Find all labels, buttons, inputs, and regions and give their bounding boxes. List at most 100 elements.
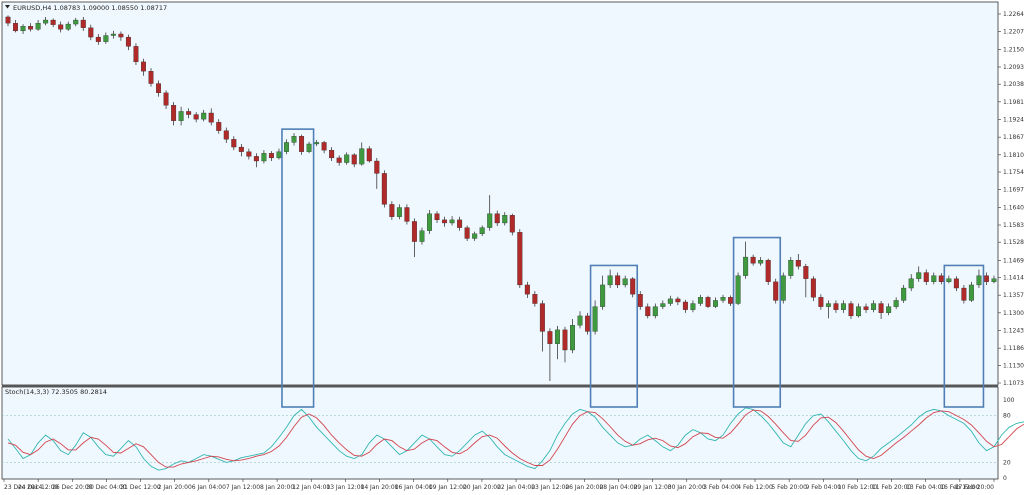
candle-body — [622, 278, 628, 286]
time-tick-label: 5 Feb 20:00 — [771, 484, 807, 491]
candle-body — [314, 142, 320, 145]
candle-body — [780, 275, 786, 301]
candle-body — [577, 315, 583, 326]
candle-body — [713, 300, 718, 307]
time-tick-label: 2 Jan 20:00 — [158, 484, 192, 491]
time-tick-label: 12 Jan 04:00 — [292, 484, 330, 491]
candle-body — [186, 111, 192, 115]
price-tick-label: 1.11860 — [1003, 345, 1024, 352]
candle-body — [396, 207, 402, 217]
candle-body — [95, 36, 101, 42]
stoch-level-label: 100 — [1003, 397, 1015, 404]
time-tick-label: 4 Feb 12:00 — [737, 484, 773, 491]
candle-body — [223, 130, 229, 140]
price-tick-label: 1.16405 — [1003, 204, 1024, 211]
candle-body — [938, 275, 944, 282]
candle-body — [901, 287, 907, 301]
time-tick-label: 26 Jan 20:00 — [565, 484, 603, 491]
candle-body — [419, 230, 425, 242]
time-tick-label: 17 Feb 20:00 — [955, 484, 995, 491]
candle-body — [73, 19, 79, 25]
candle-body — [946, 278, 952, 282]
candle-body — [667, 298, 673, 304]
candle-body — [50, 19, 56, 25]
candle-body — [735, 275, 741, 304]
candle-body — [856, 306, 862, 317]
price-tick-label: 1.12430 — [1003, 327, 1024, 334]
candle-body — [28, 26, 34, 30]
time-tick-label: 30 Dec 04:00 — [86, 484, 127, 491]
time-tick-label: 24 Dec 12:00 — [18, 484, 59, 491]
candle-body — [570, 325, 575, 351]
candle-body — [125, 36, 131, 47]
price-tick-label: 1.15835 — [1003, 222, 1024, 229]
candle-body — [848, 303, 854, 317]
highlight-box — [281, 128, 315, 408]
candle-body — [208, 112, 214, 123]
candle-body — [103, 35, 109, 42]
candle-body — [43, 19, 49, 24]
time-tick-label: 6 Jan 04:00 — [192, 484, 226, 491]
candle-body — [810, 278, 816, 298]
time-tick-label: 22 Jan 04:00 — [497, 484, 535, 491]
time-tick-label: 14 Jan 20:00 — [361, 484, 399, 491]
candle-body — [434, 213, 440, 221]
time-tick-label: 28 Jan 04:00 — [599, 484, 637, 491]
candle-body — [359, 148, 365, 165]
time-tick-label: 30 Jan 20:00 — [668, 484, 706, 491]
candle-body — [645, 306, 651, 317]
candle-body — [246, 151, 252, 157]
price-tick-label: 1.14695 — [1003, 257, 1024, 264]
candle-body — [381, 173, 387, 205]
candle-body — [411, 221, 417, 242]
symbol-title: EURUSD,H4 1.08783 1.09000 1.08550 1.0871… — [13, 4, 167, 12]
candle-body — [178, 111, 184, 121]
candle-body — [562, 329, 568, 351]
candle-body — [35, 22, 41, 30]
candle-body — [931, 275, 937, 282]
candle-body — [750, 256, 756, 264]
candle-body — [118, 33, 124, 38]
price-tick-label: 1.13570 — [1003, 292, 1024, 299]
price-tick-label: 1.20935 — [1003, 64, 1024, 71]
candle-body — [374, 160, 380, 174]
candle-body — [253, 156, 259, 162]
candle-body — [728, 297, 734, 304]
candle-body — [156, 83, 162, 94]
candle-body — [660, 303, 666, 307]
stoch-level-label: 0 — [1003, 475, 1007, 482]
candle-body — [697, 297, 703, 304]
highlight-box — [589, 264, 639, 408]
time-tick-label: 13 Feb 04:00 — [906, 484, 946, 491]
candle-body — [163, 92, 169, 106]
time-tick-label: 31 Dec 12:00 — [120, 484, 161, 491]
stoch-level-label: 20 — [1003, 459, 1011, 466]
stochastic-oscillator — [2, 407, 1024, 471]
candle-body — [201, 112, 207, 120]
candle-body — [983, 275, 989, 282]
candle-body — [427, 213, 432, 231]
time-tick-label: 23 Jan 12:00 — [531, 484, 569, 491]
candle-body — [916, 272, 922, 279]
candle-body — [607, 275, 613, 286]
time-tick-label: 16 Jan 04:00 — [395, 484, 433, 491]
candle-body — [863, 306, 869, 310]
candle-body — [479, 227, 485, 234]
candle-body — [268, 153, 274, 159]
triangle-down-icon[interactable] — [5, 5, 10, 9]
candle-body — [592, 306, 598, 332]
candle-body — [743, 256, 749, 276]
indicator-panel-background — [1, 386, 999, 480]
candle-body — [5, 16, 11, 24]
candle-body — [133, 46, 139, 63]
stoch-signal-line — [7, 409, 1024, 468]
candle-body — [238, 146, 244, 152]
time-tick-label: 7 Jan 12:00 — [226, 484, 260, 491]
candle-body — [404, 207, 410, 222]
candle-body — [329, 150, 335, 159]
candlestick-series — [5, 15, 997, 381]
candle-body — [442, 219, 448, 224]
highlight-boxes — [281, 128, 985, 408]
